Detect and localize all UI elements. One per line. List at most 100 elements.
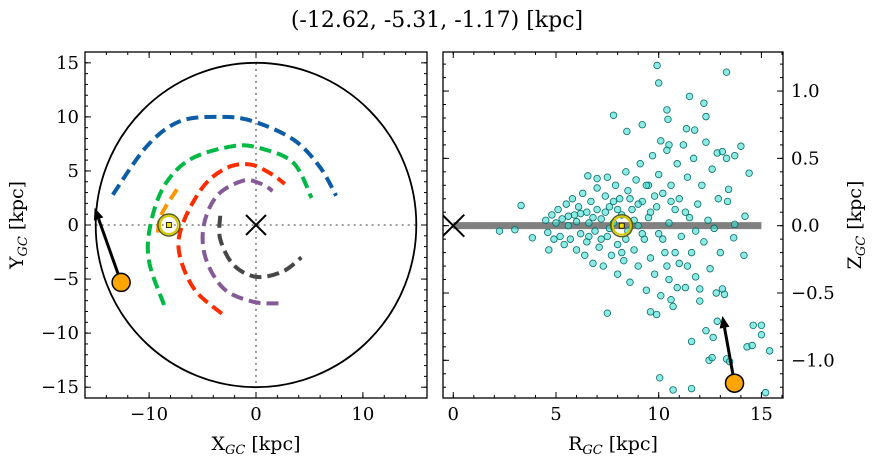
scatter-point xyxy=(624,186,632,195)
scatter-point xyxy=(607,251,616,259)
scatter-point xyxy=(665,219,673,227)
y-tick-label: −15 xyxy=(41,377,79,398)
y-tick-label: −0.5 xyxy=(791,283,835,304)
scatter-point xyxy=(578,189,587,198)
scatter-point xyxy=(757,321,766,329)
scatter-point xyxy=(691,273,700,281)
scatter-point xyxy=(618,248,626,257)
scatter-point xyxy=(659,189,667,198)
y-label-unit: [kpc] xyxy=(6,181,28,236)
scatter-point xyxy=(683,262,692,270)
scatter-point xyxy=(657,291,665,300)
scatter-point xyxy=(597,215,605,223)
scatter-point xyxy=(667,296,675,304)
scatter-point xyxy=(741,212,749,220)
scatter-point xyxy=(599,262,607,270)
orbit-darkgray xyxy=(217,215,303,280)
scatter-point xyxy=(723,197,732,206)
x-label-sub: GC xyxy=(582,443,602,458)
scatter-point xyxy=(542,216,550,224)
x-tick-label: 10 xyxy=(351,404,374,425)
scatter-point xyxy=(620,256,628,265)
x-label-main: X xyxy=(211,433,225,455)
scatter-point xyxy=(554,205,562,214)
scatter-point xyxy=(595,243,603,251)
scatter-point xyxy=(655,230,663,238)
scatter-point xyxy=(544,228,552,237)
sun-ring xyxy=(611,215,632,236)
scatter-point xyxy=(685,213,694,222)
y-tick-label: −10 xyxy=(41,323,79,344)
plot-area xyxy=(93,61,418,389)
scatter-point xyxy=(495,227,504,235)
scatter-point xyxy=(709,333,717,342)
x-label-sub: GC xyxy=(225,443,245,458)
scatter-point xyxy=(634,221,642,230)
scatter-point xyxy=(691,227,700,235)
scatter-point xyxy=(593,174,601,183)
scatter-point xyxy=(694,200,702,208)
scatter-point xyxy=(603,309,612,317)
scatter-point xyxy=(740,251,748,259)
scatter-point xyxy=(702,138,710,146)
scatter-point xyxy=(673,283,681,292)
scatter-point xyxy=(671,248,679,257)
scatter-point xyxy=(665,275,673,284)
scatter-point xyxy=(601,208,609,216)
velocity-arrow-head xyxy=(93,207,104,221)
scatter-point xyxy=(568,195,577,203)
x-tick-label: 10 xyxy=(647,404,670,425)
scatter-point xyxy=(731,220,739,229)
scatter-point xyxy=(704,216,712,224)
scatter-point xyxy=(667,197,675,206)
scatter-point xyxy=(603,232,612,241)
scatter-point xyxy=(566,235,575,243)
scatter-point xyxy=(642,181,651,189)
scatter-point xyxy=(696,297,704,305)
scatter-point xyxy=(615,195,624,203)
scatter-point xyxy=(576,209,585,218)
scatter-point xyxy=(722,68,731,76)
y-tick-label: 0 xyxy=(68,215,79,236)
scatter-point xyxy=(675,259,683,268)
scatter-point xyxy=(748,341,756,350)
scatter-point xyxy=(613,270,622,278)
x-tick-label: 0 xyxy=(250,404,261,425)
scatter-point xyxy=(682,125,691,133)
scatter-point xyxy=(603,173,612,181)
scatter-point xyxy=(687,248,696,257)
scatter-point xyxy=(609,197,618,206)
x-label-unit: [kpc] xyxy=(603,433,658,455)
scatter-point xyxy=(673,160,681,168)
scatter-point xyxy=(564,221,573,230)
scatter-point xyxy=(650,270,659,278)
scatter-point xyxy=(661,248,669,257)
scatter-point xyxy=(628,205,636,214)
scatter-point xyxy=(613,240,622,249)
scatter-point xyxy=(761,388,770,397)
scatter-point xyxy=(675,195,683,203)
scatter-point xyxy=(517,201,525,210)
scatter-point xyxy=(576,230,585,238)
scatter-point xyxy=(659,235,667,243)
scatter-point xyxy=(696,285,704,293)
scatter-point xyxy=(671,205,679,214)
scatter-point xyxy=(591,227,599,235)
scatter-point xyxy=(679,141,688,149)
scatter-point xyxy=(722,154,731,163)
scatter-point xyxy=(630,246,638,254)
scatter-point xyxy=(622,168,630,176)
x-label-unit: [kpc] xyxy=(245,433,300,455)
orbit-purple xyxy=(200,178,279,306)
scatter-point xyxy=(669,302,677,311)
scatter-point xyxy=(552,219,560,227)
y-axis-label: ZGC [kpc] xyxy=(844,181,869,270)
velocity-arrow-head xyxy=(719,315,730,329)
y-label-main: Y xyxy=(6,256,28,270)
scatter-point xyxy=(642,286,651,294)
y-label-sub: GC xyxy=(854,236,869,256)
scatter-point xyxy=(737,142,745,150)
